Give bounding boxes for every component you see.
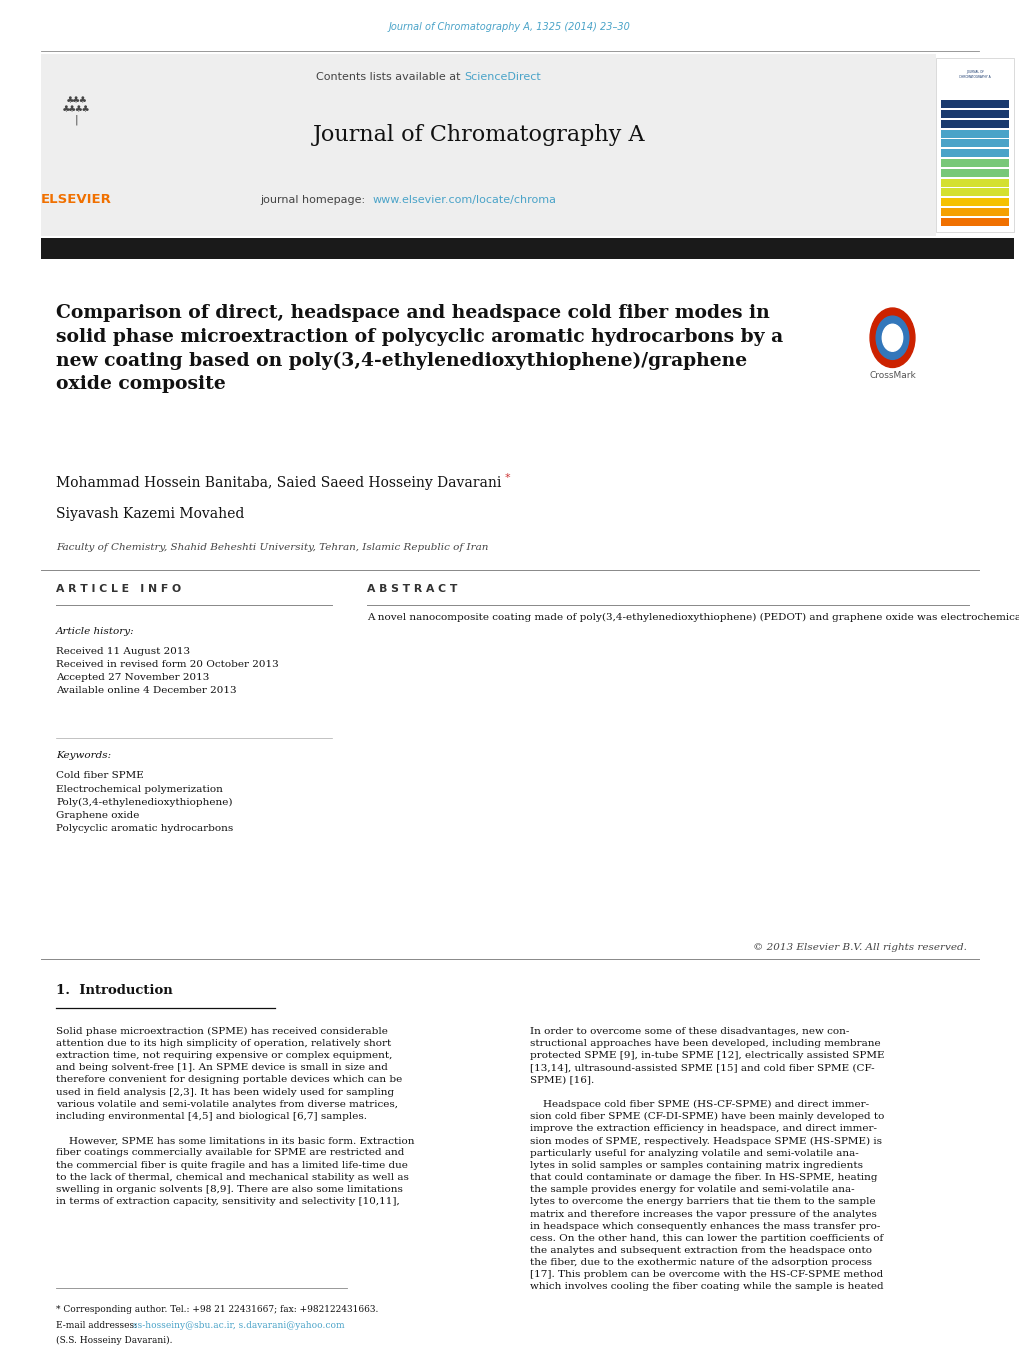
Text: ss-hosseiny@sbu.ac.ir, s.davarani@yahoo.com: ss-hosseiny@sbu.ac.ir, s.davarani@yahoo.… (132, 1321, 343, 1331)
Text: ♣♣♣
♣♣♣♣
  |: ♣♣♣ ♣♣♣♣ | (59, 96, 94, 126)
Text: A novel nanocomposite coating made of poly(3,4-ethylenedioxythiophene) (PEDOT) a: A novel nanocomposite coating made of po… (367, 613, 1019, 623)
Circle shape (869, 308, 914, 367)
Bar (941, 199, 1008, 207)
Text: Siyavash Kazemi Movahed: Siyavash Kazemi Movahed (56, 507, 245, 520)
Text: Faculty of Chemistry, Shahid Beheshti University, Tehran, Islamic Republic of Ir: Faculty of Chemistry, Shahid Beheshti Un… (56, 543, 488, 553)
Bar (941, 139, 1008, 147)
Text: journal homepage:: journal homepage: (260, 195, 372, 205)
Text: Keywords:: Keywords: (56, 751, 111, 761)
Text: Solid phase microextraction (SPME) has received considerable
attention due to it: Solid phase microextraction (SPME) has r… (56, 1027, 414, 1206)
Text: Cold fiber SPME
Electrochemical polymerization
Poly(3,4-ethylenedioxythiophene)
: Cold fiber SPME Electrochemical polymeri… (56, 771, 233, 834)
Text: (S.S. Hosseiny Davarani).: (S.S. Hosseiny Davarani). (56, 1336, 172, 1346)
Text: E-mail addresses:: E-mail addresses: (56, 1321, 140, 1331)
Text: * Corresponding author. Tel.: +98 21 22431667; fax: +982122431663.: * Corresponding author. Tel.: +98 21 224… (56, 1305, 378, 1315)
Text: Received 11 August 2013
Received in revised form 20 October 2013
Accepted 27 Nov: Received 11 August 2013 Received in revi… (56, 647, 278, 694)
Bar (941, 159, 1008, 168)
Text: Journal of Chromatography A, 1325 (2014) 23–30: Journal of Chromatography A, 1325 (2014)… (388, 22, 631, 32)
Text: CrossMark: CrossMark (868, 372, 915, 380)
Bar (941, 188, 1008, 196)
Text: www.elsevier.com/locate/chroma: www.elsevier.com/locate/chroma (372, 195, 555, 205)
Text: In order to overcome some of these disadvantages, new con-
structional approache: In order to overcome some of these disad… (530, 1027, 884, 1292)
Text: 1.  Introduction: 1. Introduction (56, 984, 172, 997)
Circle shape (881, 324, 902, 351)
Bar (41, 54, 935, 236)
Bar (41, 238, 1013, 259)
Text: Contents lists available at: Contents lists available at (316, 72, 464, 82)
Bar (941, 169, 1008, 177)
Text: ScienceDirect: ScienceDirect (464, 72, 540, 82)
Bar (941, 208, 1008, 216)
Bar (941, 111, 1008, 118)
Text: Mohammad Hossein Banitaba, Saied Saeed Hosseiny Davarani: Mohammad Hossein Banitaba, Saied Saeed H… (56, 476, 501, 489)
Text: A R T I C L E   I N F O: A R T I C L E I N F O (56, 584, 181, 593)
Bar (941, 130, 1008, 138)
Text: © 2013 Elsevier B.V. All rights reserved.: © 2013 Elsevier B.V. All rights reserved… (752, 943, 966, 952)
Text: ELSEVIER: ELSEVIER (41, 193, 112, 207)
Bar (941, 218, 1008, 226)
Bar (941, 120, 1008, 128)
Text: Comparison of direct, headspace and headspace cold fiber modes in
solid phase mi: Comparison of direct, headspace and head… (56, 304, 783, 393)
Bar (935, 58, 1013, 232)
Bar (941, 100, 1008, 108)
Text: Article history:: Article history: (56, 627, 135, 636)
Circle shape (875, 316, 908, 359)
Text: JOURNAL OF
CHROMATOGRAPHY A: JOURNAL OF CHROMATOGRAPHY A (958, 70, 990, 78)
Text: Journal of Chromatography A: Journal of Chromatography A (313, 124, 645, 146)
Text: *: * (504, 473, 511, 482)
Bar (941, 149, 1008, 157)
Bar (941, 178, 1008, 186)
Text: A B S T R A C T: A B S T R A C T (367, 584, 458, 593)
